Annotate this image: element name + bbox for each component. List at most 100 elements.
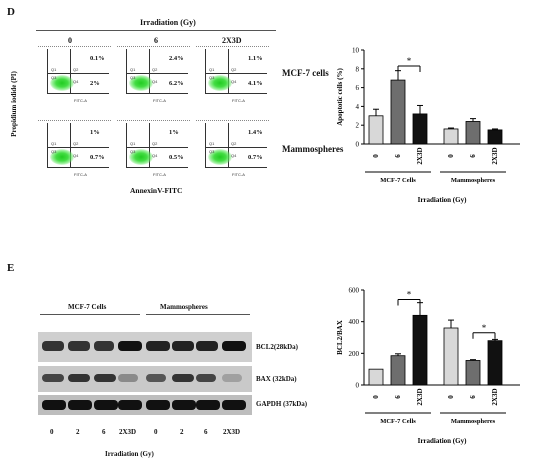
blot-group-rule-mcf7	[40, 314, 140, 315]
panel-d-header-rule	[36, 30, 276, 31]
facs-plot: Q1 Q2 Q3 Q4 2.4% 6.2% FITC-A	[117, 46, 190, 103]
y-tick-label: 600	[349, 287, 360, 295]
lane-label: 6	[102, 428, 106, 436]
facs-quadrant-label: Q4	[73, 79, 79, 84]
facs-plot-area: Q1 Q2 Q3 Q4 2.4% 6.2%	[126, 49, 188, 94]
group-label: MCF-7 Cells	[380, 177, 416, 184]
blot-band	[172, 341, 194, 351]
blot-band	[172, 400, 196, 410]
panel-e-letter: E	[7, 262, 15, 274]
x-axis-label: Irradiation (Gy)	[418, 196, 467, 204]
lane-label: 2X3D	[119, 428, 137, 436]
facs-gate-horizontal	[127, 147, 188, 148]
significance-star: *	[407, 290, 412, 300]
facs-plot-area: Q1 Q2 Q3 Q4 1% 0.7%	[47, 123, 109, 168]
blot-band	[172, 374, 194, 382]
blot-band	[68, 400, 92, 410]
blot-band	[118, 341, 142, 351]
facs-cell-population	[50, 75, 74, 91]
blot-band	[222, 341, 246, 351]
panel-d-col-0: 0	[68, 36, 72, 45]
blot-band	[196, 341, 218, 351]
facs-upper-percent: 1.1%	[248, 55, 263, 62]
facs-cell-population	[50, 149, 74, 165]
y-tick-label: 400	[349, 318, 360, 326]
facs-plot: Q1 Q2 Q3 Q4 1% 0.7% FITC-A	[38, 120, 111, 177]
facs-quadrant-label: Q1	[130, 67, 136, 72]
facs-quadrant-label: Q2	[152, 67, 158, 72]
x-tick-label: 6	[394, 395, 402, 399]
blot-band	[42, 400, 66, 410]
facs-quadrant-label: Q3	[51, 149, 57, 154]
facs-cell-population	[129, 75, 153, 91]
facs-plot-area: Q1 Q2 Q3 Q4 1.1% 4.1%	[205, 49, 267, 94]
bar	[412, 113, 428, 145]
blot-band	[42, 374, 64, 382]
facs-x-label: FITC-A	[74, 98, 87, 103]
facs-upper-percent: 1%	[169, 129, 179, 136]
facs-quadrant-label: Q1	[130, 141, 136, 146]
lane-label: 2	[180, 428, 184, 436]
lane-label: 2	[76, 428, 80, 436]
facs-quadrant-label: Q2	[73, 141, 79, 146]
blot-band	[222, 400, 246, 410]
x-tick-label: 6	[469, 395, 477, 399]
facs-gate-horizontal	[127, 73, 188, 74]
facs-quadrant-label: Q4	[231, 79, 237, 84]
bar	[465, 360, 481, 386]
facs-quadrant-label: Q3	[209, 75, 215, 80]
facs-cell-population	[129, 149, 153, 165]
facs-quadrant-label: Q4	[152, 153, 158, 158]
lane-label: 0	[50, 428, 54, 436]
x-tick-label: 0	[447, 395, 455, 399]
facs-x-label: FITC-A	[74, 172, 87, 177]
bar	[465, 121, 481, 145]
facs-upper-percent: 1%	[90, 129, 100, 136]
band-label-bcl2: BCL2(28kDa)	[256, 343, 299, 351]
facs-gate-vertical	[149, 123, 150, 167]
y-tick-label: 0	[356, 141, 360, 149]
significance-star: *	[407, 56, 412, 66]
panel-d-letter: D	[7, 6, 15, 18]
row-label-mammospheres: Mammospheres	[282, 144, 344, 154]
y-tick-label: 2	[356, 122, 360, 130]
blot-band	[42, 341, 64, 351]
lane-label: 0	[154, 428, 158, 436]
group-label: Mammospheres	[451, 177, 496, 184]
facs-quadrant-label: Q4	[231, 153, 237, 158]
x-tick-label: 2X3D	[491, 388, 499, 405]
facs-quadrant-label: Q2	[73, 67, 79, 72]
facs-quadrant-label: Q4	[152, 79, 158, 84]
band-label-gapdh: GAPDH (37kDa)	[256, 400, 308, 408]
blot-band	[146, 400, 170, 410]
y-tick-label: 8	[356, 65, 360, 73]
row-label-mcf7: MCF-7 cells	[282, 68, 329, 78]
panel-d-col-1: 6	[154, 36, 158, 45]
apoptosis-bar-chart: 0 2 4 6 8 10 Apoptotic cells (%) 0 6 2X3D 0 6 2X3D MC…	[336, 47, 520, 204]
x-tick-label: 2X3D	[416, 147, 424, 164]
x-tick-label: 0	[372, 395, 380, 399]
bar	[443, 128, 459, 145]
x-tick-label: 2X3D	[491, 147, 499, 164]
facs-plot: Q1 Q2 Q3 Q4 0.1% 2% FITC-A	[38, 46, 111, 103]
y-axis-label: Apoptotic cells (%)	[336, 68, 344, 126]
facs-lower-percent: 0.7%	[248, 154, 263, 161]
facs-quadrant-label: Q1	[51, 141, 57, 146]
panel-d-col-2: 2X3D	[222, 36, 242, 45]
x-tick-label: 6	[394, 154, 402, 158]
y-tick-label: 0	[356, 382, 360, 390]
x-tick-label: 0	[447, 154, 455, 158]
group-label: Mammospheres	[451, 418, 496, 425]
facs-quadrant-label: Q1	[51, 67, 57, 72]
blot-band	[94, 374, 116, 382]
facs-lower-percent: 6.2%	[169, 80, 184, 87]
x-tick-label: 0	[372, 154, 380, 158]
facs-gate-vertical	[228, 123, 229, 167]
blot-band	[146, 341, 170, 351]
y-tick-label: 4	[356, 103, 360, 111]
lane-label: 6	[204, 428, 208, 436]
facs-gate-horizontal	[48, 147, 109, 148]
bar	[412, 314, 428, 386]
facs-gate-horizontal	[206, 147, 267, 148]
